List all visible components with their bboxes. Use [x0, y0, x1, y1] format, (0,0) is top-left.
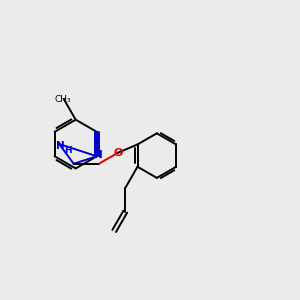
Text: H: H	[64, 146, 71, 155]
Text: N: N	[94, 150, 103, 160]
Text: O: O	[113, 148, 123, 158]
Text: N: N	[56, 140, 65, 151]
Text: CH₃: CH₃	[54, 94, 70, 103]
